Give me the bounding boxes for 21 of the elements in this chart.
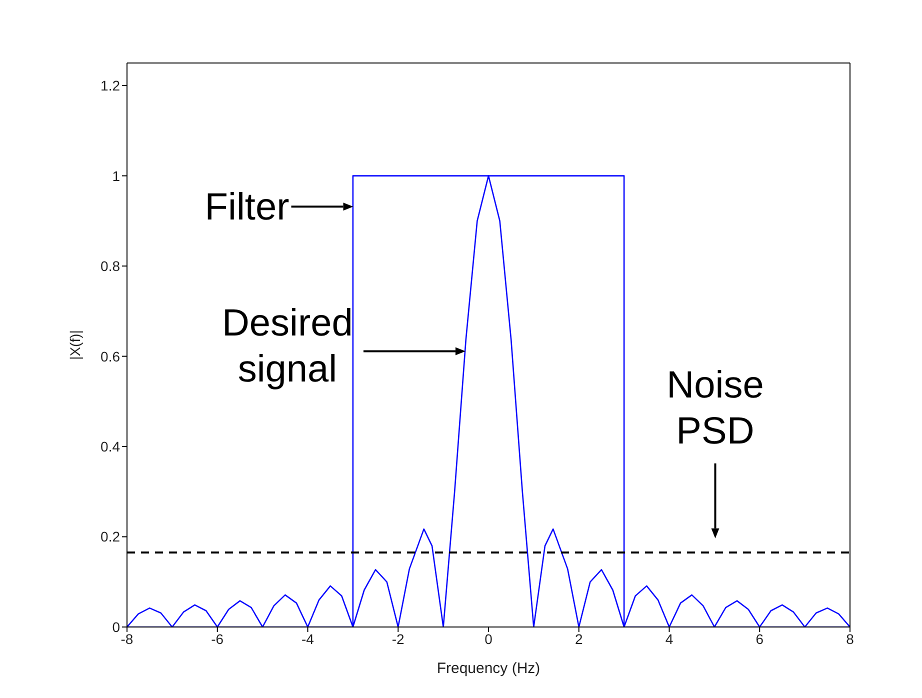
y-tick-label: 0.8 (100, 258, 120, 274)
x-axis-title: Frequency (Hz) (436, 660, 540, 677)
x-tick-label: 4 (665, 630, 674, 647)
y-tick-label: 0.4 (100, 438, 120, 454)
x-tick-label: 8 (846, 630, 854, 647)
y-tick-label: 0.2 (100, 528, 120, 545)
y-tick-label: 1.2 (100, 78, 120, 94)
x-tick-label: 2 (574, 630, 583, 647)
x-tick-label: -2 (392, 630, 405, 647)
y-tick-label: 0.6 (100, 348, 120, 364)
annotation: Noise PSD (666, 364, 764, 452)
x-tick-label: -4 (302, 630, 314, 647)
x-tick-label: 0 (484, 630, 493, 647)
x-tick-label: 6 (756, 630, 764, 647)
x-tick-label: -6 (211, 630, 224, 647)
y-tick-label: 1 (112, 168, 120, 184)
x-tick-label: -8 (120, 630, 134, 647)
y-axis-title: |X(f)| (66, 330, 83, 360)
y-tick-label: 0 (112, 618, 120, 635)
annotation: Filter (204, 186, 290, 229)
annotation: Desired signal (222, 302, 353, 390)
